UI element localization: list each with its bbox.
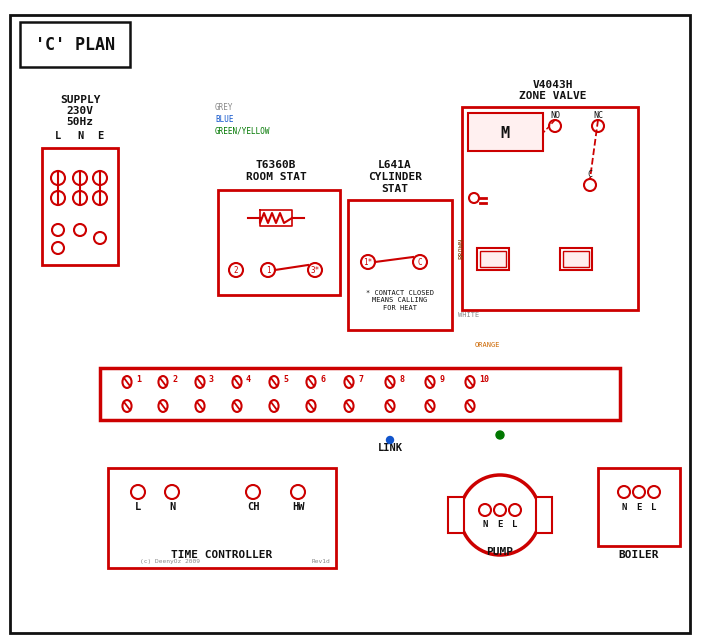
- Text: 3*: 3*: [310, 265, 319, 274]
- FancyBboxPatch shape: [20, 22, 130, 67]
- Text: 'C' PLAN: 'C' PLAN: [35, 36, 115, 54]
- Text: 3: 3: [209, 374, 214, 383]
- Text: BROWN: BROWN: [458, 237, 464, 258]
- Text: * CONTACT CLOSED
MEANS CALLING
FOR HEAT: * CONTACT CLOSED MEANS CALLING FOR HEAT: [366, 290, 434, 310]
- Text: Rev1d: Rev1d: [311, 559, 330, 564]
- Text: E: E: [97, 131, 103, 141]
- Text: WHITE: WHITE: [458, 312, 479, 318]
- Text: HW: HW: [292, 502, 304, 512]
- Text: N: N: [77, 131, 83, 141]
- FancyBboxPatch shape: [468, 113, 543, 151]
- Text: ZONE VALVE: ZONE VALVE: [519, 91, 587, 101]
- Text: L641A: L641A: [378, 160, 412, 170]
- Text: CYLINDER: CYLINDER: [368, 172, 422, 182]
- FancyBboxPatch shape: [348, 200, 452, 330]
- Text: GREY: GREY: [215, 103, 234, 112]
- Text: STAT: STAT: [381, 184, 409, 194]
- Text: BLUE: BLUE: [215, 115, 234, 124]
- Text: T6360B: T6360B: [256, 160, 296, 170]
- FancyBboxPatch shape: [108, 468, 336, 568]
- Text: 230V: 230V: [67, 106, 93, 116]
- Text: N: N: [169, 502, 175, 512]
- Text: C: C: [588, 169, 592, 178]
- Text: E: E: [497, 520, 503, 529]
- FancyBboxPatch shape: [218, 190, 340, 295]
- Text: NC: NC: [593, 110, 603, 119]
- FancyBboxPatch shape: [560, 248, 592, 270]
- FancyBboxPatch shape: [10, 15, 690, 633]
- Text: 50Hz: 50Hz: [67, 117, 93, 127]
- Text: N: N: [621, 503, 627, 512]
- FancyBboxPatch shape: [462, 107, 638, 310]
- Text: 10: 10: [479, 374, 489, 383]
- Text: N: N: [482, 520, 488, 529]
- Text: V4043H: V4043H: [533, 80, 574, 90]
- Text: 1: 1: [136, 374, 141, 383]
- Text: GREEN/YELLOW: GREEN/YELLOW: [215, 126, 270, 135]
- Text: L: L: [512, 520, 517, 529]
- Text: 2: 2: [172, 374, 177, 383]
- FancyBboxPatch shape: [100, 368, 620, 420]
- Text: L: L: [55, 131, 61, 141]
- Text: LINK: LINK: [378, 443, 402, 453]
- Text: 6: 6: [320, 374, 325, 383]
- Text: 2: 2: [234, 265, 238, 274]
- Text: ORANGE: ORANGE: [475, 342, 501, 348]
- Circle shape: [496, 431, 504, 439]
- Text: 1*: 1*: [364, 258, 373, 267]
- Text: ROOM STAT: ROOM STAT: [246, 172, 306, 182]
- FancyBboxPatch shape: [598, 468, 680, 546]
- Text: 5: 5: [283, 374, 288, 383]
- Text: C: C: [418, 258, 423, 267]
- Text: CH: CH: [246, 502, 259, 512]
- FancyBboxPatch shape: [448, 497, 464, 533]
- Text: E: E: [636, 503, 642, 512]
- Text: L: L: [651, 503, 656, 512]
- FancyBboxPatch shape: [42, 148, 118, 265]
- FancyBboxPatch shape: [536, 497, 552, 533]
- FancyBboxPatch shape: [563, 251, 589, 267]
- Text: 4: 4: [246, 374, 251, 383]
- Circle shape: [387, 437, 394, 444]
- Text: 7: 7: [358, 374, 363, 383]
- Text: (c) DeenyOz 2009: (c) DeenyOz 2009: [140, 559, 200, 564]
- Text: PUMP: PUMP: [486, 547, 513, 557]
- Text: 9: 9: [439, 374, 444, 383]
- FancyBboxPatch shape: [477, 248, 509, 270]
- FancyBboxPatch shape: [480, 251, 506, 267]
- Text: SUPPLY: SUPPLY: [60, 95, 100, 105]
- Text: 1: 1: [265, 265, 270, 274]
- Text: L: L: [135, 502, 141, 512]
- Text: TIME CONTROLLER: TIME CONTROLLER: [171, 550, 272, 560]
- Text: 8: 8: [399, 374, 404, 383]
- Text: M: M: [501, 126, 510, 140]
- Text: NO: NO: [550, 110, 560, 119]
- Text: BOILER: BOILER: [618, 550, 659, 560]
